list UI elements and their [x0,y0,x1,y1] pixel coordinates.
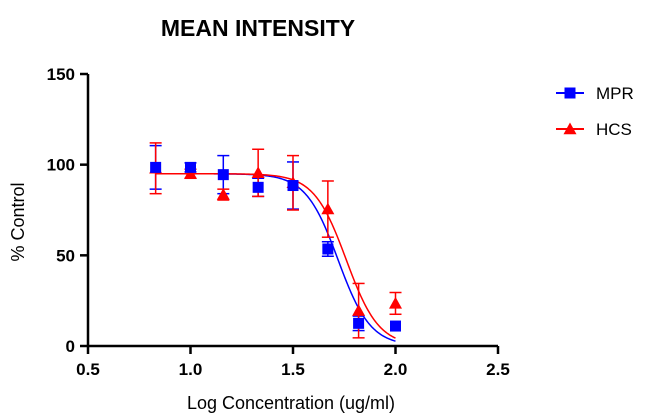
data-point-hcs [216,188,230,200]
legend-marker-hcs [563,122,577,135]
x-tick-label: 1.5 [281,360,305,379]
axes: 0 50 100 150 0.5 1.0 1.5 2.0 2.5 [47,65,510,379]
data-point-mpr [390,320,401,332]
data-point-mpr [150,161,162,173]
y-tick-label: 50 [56,246,75,265]
data-point-mpr [322,243,334,255]
y-tick-label: 0 [66,337,75,356]
legend-marker-mpr [564,87,576,99]
data-point-hcs [389,296,402,309]
y-tick-label: 100 [47,156,75,175]
data-point-mpr [287,180,299,192]
data-point-hcs [352,304,366,316]
x-axis-label: Log Concentration (ug/ml) [187,393,395,413]
data-points [149,161,402,332]
chart-title: MEAN INTENSITY [161,15,355,41]
y-tick-label: 150 [47,65,75,84]
legend: MPR HCS [556,84,634,139]
data-point-mpr [217,169,229,181]
y-axis-label: % Control [8,182,28,261]
data-point-mpr [353,317,365,329]
data-point-hcs [321,202,335,215]
data-point-mpr [252,181,264,193]
x-tick-label: 1.0 [179,360,203,379]
data-point-hcs [184,167,197,179]
data-point-mpr [185,161,196,173]
data-point-hcs [251,166,265,179]
legend-label-hcs: HCS [596,120,632,139]
legend-label-mpr: MPR [596,84,634,103]
x-tick-label: 2.0 [384,360,408,379]
x-tick-label: 2.5 [486,360,510,379]
x-tick-label: 0.5 [76,360,100,379]
